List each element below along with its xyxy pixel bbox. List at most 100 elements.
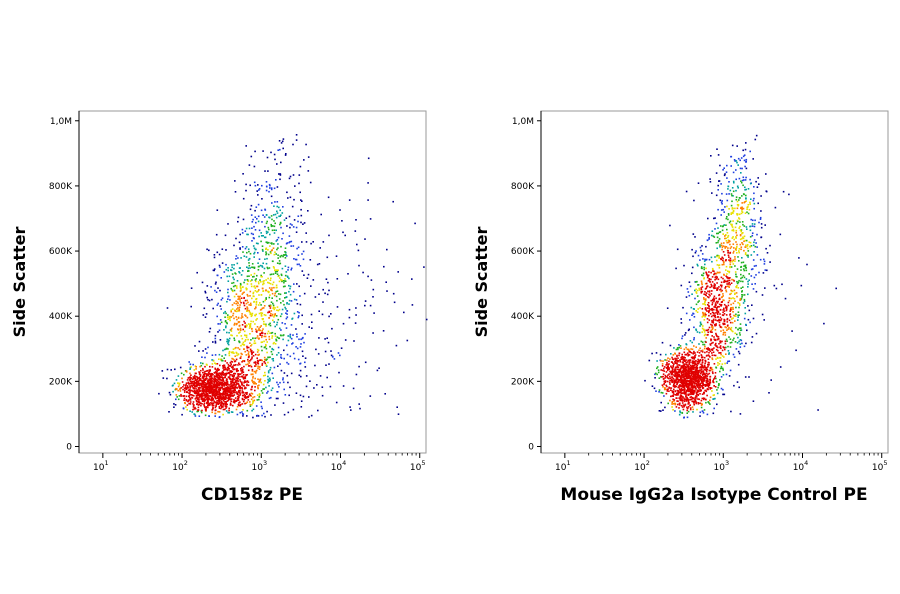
event-dot bbox=[715, 377, 717, 380]
event-dot bbox=[250, 392, 253, 395]
event-dot bbox=[261, 198, 263, 200]
event-dot bbox=[249, 312, 252, 314]
event-dot bbox=[701, 316, 704, 318]
event-dot bbox=[698, 349, 700, 352]
event-dot bbox=[194, 415, 197, 417]
event-dot bbox=[216, 368, 219, 370]
event-dot bbox=[730, 213, 732, 215]
event-dot bbox=[204, 291, 207, 294]
event-dot bbox=[692, 362, 694, 364]
event-dot bbox=[720, 214, 722, 216]
event-dot bbox=[257, 354, 259, 356]
event-dot bbox=[272, 247, 275, 249]
event-dot bbox=[211, 396, 214, 399]
event-dot bbox=[688, 393, 691, 395]
event-dot bbox=[717, 357, 719, 359]
event-dot bbox=[727, 285, 730, 287]
event-dot bbox=[251, 279, 253, 281]
event-dot bbox=[753, 225, 756, 228]
event-dot bbox=[236, 370, 238, 373]
event-dot bbox=[722, 251, 725, 253]
event-dot bbox=[663, 388, 666, 391]
event-dot bbox=[709, 379, 711, 382]
event-dot bbox=[273, 205, 275, 207]
event-dot bbox=[225, 249, 227, 251]
event-dot bbox=[716, 403, 718, 406]
event-dot bbox=[263, 388, 265, 390]
event-dot bbox=[737, 328, 739, 331]
event-dot bbox=[761, 313, 764, 316]
event-dot bbox=[741, 294, 743, 296]
event-dot bbox=[217, 323, 219, 325]
event-dot bbox=[676, 355, 678, 358]
event-dot bbox=[235, 384, 237, 386]
event-dot bbox=[342, 385, 345, 387]
event-dot bbox=[270, 310, 273, 312]
event-dot bbox=[685, 312, 688, 315]
event-dot bbox=[278, 308, 281, 311]
event-dot bbox=[741, 208, 743, 210]
event-dot bbox=[715, 194, 718, 197]
event-dot bbox=[256, 218, 258, 220]
event-dot bbox=[736, 333, 738, 336]
event-dot bbox=[271, 348, 274, 350]
event-dot bbox=[748, 279, 750, 281]
event-dot bbox=[731, 194, 733, 197]
event-dot bbox=[268, 356, 270, 359]
event-dot bbox=[197, 404, 200, 406]
event-dot bbox=[256, 285, 258, 288]
event-dot bbox=[282, 232, 284, 235]
event-dot bbox=[663, 380, 666, 383]
event-dot bbox=[230, 328, 232, 331]
event-dot bbox=[275, 253, 277, 255]
event-dot bbox=[250, 349, 252, 352]
event-dot bbox=[717, 239, 720, 242]
event-dot bbox=[714, 339, 717, 342]
event-dot bbox=[690, 392, 692, 395]
event-dot bbox=[244, 402, 246, 405]
event-dot bbox=[276, 309, 278, 311]
event-dot bbox=[287, 266, 290, 269]
event-dot bbox=[671, 369, 674, 372]
event-dot bbox=[208, 391, 211, 393]
event-dot bbox=[667, 366, 669, 368]
event-dot bbox=[741, 206, 743, 209]
event-dot bbox=[737, 220, 739, 223]
event-dot bbox=[711, 328, 714, 331]
event-dot bbox=[705, 337, 707, 339]
event-dot bbox=[183, 391, 186, 393]
event-dot bbox=[257, 242, 259, 245]
event-dot bbox=[755, 134, 758, 137]
event-dot bbox=[250, 398, 253, 401]
event-dot bbox=[310, 313, 313, 316]
event-dot bbox=[299, 363, 301, 365]
event-dot bbox=[237, 216, 240, 219]
event-dot bbox=[260, 332, 263, 334]
event-dot bbox=[260, 209, 263, 212]
event-dot bbox=[267, 281, 269, 284]
event-dot bbox=[269, 307, 272, 309]
event-dot bbox=[702, 382, 704, 385]
event-dot bbox=[687, 329, 690, 332]
event-dot bbox=[260, 232, 262, 234]
event-dot bbox=[372, 288, 375, 291]
event-dot bbox=[244, 350, 246, 353]
event-dot bbox=[735, 222, 738, 225]
event-dot bbox=[302, 395, 305, 398]
event-dot bbox=[212, 404, 215, 407]
event-dot bbox=[704, 345, 706, 348]
event-dot bbox=[258, 304, 260, 306]
event-dot bbox=[237, 347, 239, 349]
event-dot bbox=[686, 406, 688, 408]
event-dot bbox=[220, 398, 223, 401]
event-dot bbox=[162, 377, 165, 379]
event-dot bbox=[701, 410, 704, 412]
event-dot bbox=[741, 291, 743, 293]
event-dot bbox=[246, 307, 249, 310]
event-dot bbox=[703, 334, 706, 337]
event-dot bbox=[276, 354, 278, 356]
event-dot bbox=[194, 390, 197, 393]
event-dot bbox=[228, 396, 231, 399]
event-dot bbox=[653, 387, 656, 390]
event-dot bbox=[192, 403, 194, 405]
